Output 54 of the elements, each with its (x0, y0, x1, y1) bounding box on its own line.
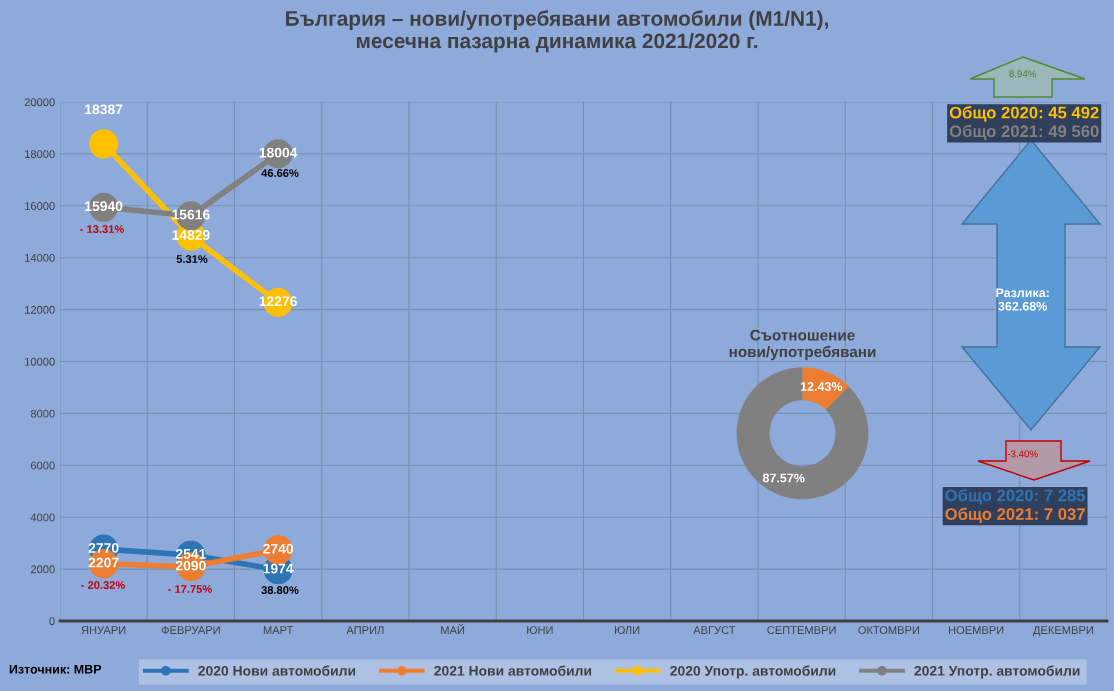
point (89, 129, 119, 159)
chart-title: Съотношение нови/употребявани (729, 329, 876, 361)
y-tick-label: 2000 (30, 565, 55, 574)
legend-label: 2020 Нови автомобили (198, 665, 356, 676)
x-tick-label: ЮНИ (527, 626, 553, 635)
annotation: 5.31% (176, 255, 208, 263)
x-tick-label: ЯНУАРИ (81, 626, 126, 635)
x-tick-label: МАРТ (263, 626, 294, 634)
annotation: Разлика: 362.68% (996, 288, 1049, 311)
data-label: 1974 (263, 563, 294, 574)
y-tick-label: 0 (49, 617, 55, 626)
donut-slice (736, 367, 869, 500)
data-label: 18387 (85, 104, 123, 115)
annotation: Общо 2021: 49 560 (949, 124, 1099, 141)
x-tick-label: ДЕКЕМВРИ (1033, 626, 1093, 637)
y-tick-label: 4000 (30, 513, 55, 522)
data-label: 2090 (175, 560, 206, 571)
annotation: - 13.31% (80, 225, 124, 233)
data-label: 18004 (259, 147, 298, 158)
data-label: 87.57% (762, 473, 805, 483)
data-label: 15940 (85, 201, 123, 212)
annotation: - 17.75% (168, 585, 212, 593)
legend-label: 2021 Употр. автомобили (914, 665, 1080, 679)
annotation: -3.40% (1007, 450, 1038, 458)
y-tick-label: 16000 (25, 202, 55, 210)
chart-title: България – нови/употребявани автомобили (M1/N1), месечна пазарна динамика 2021/2020 г. (286, 10, 828, 53)
legend-label: 2021 Нови автомобили (434, 665, 592, 676)
data-label: 12.43% (800, 382, 843, 391)
x-tick-label: СЕПТЕМВРИ (767, 626, 836, 635)
y-tick-label: 20000 (24, 98, 55, 107)
y-tick-label: 10000 (25, 357, 55, 366)
data-label: 2770 (88, 543, 119, 553)
annotation: 38.80% (261, 586, 299, 594)
y-tick-label: 18000 (25, 150, 55, 159)
x-tick-label: ЮЛИ (615, 626, 640, 635)
y-tick-label: 14000 (25, 253, 55, 262)
y-tick-label: 8000 (30, 409, 55, 418)
legend-label: 2020 Употр. автомобили (670, 665, 836, 679)
annotation: 46.66% (261, 169, 299, 177)
annotation: - 20.32% (81, 581, 125, 589)
x-tick-label: МАЙ (441, 623, 465, 634)
x-tick-label: ОКТОМВРИ (858, 626, 920, 635)
y-tick-label: 12000 (25, 305, 55, 314)
y-tick-label: 6000 (30, 461, 55, 470)
x-tick-label: АПРИЛ (346, 626, 384, 634)
annotation: Общо 2021: 7 037 (945, 507, 1085, 524)
x-tick-label: АВГУСТ (693, 626, 736, 635)
x-tick-label: НОЕМВРИ (948, 626, 1004, 635)
data-label: 2740 (263, 543, 294, 554)
annotation: Общо 2020: 7 285 (945, 488, 1086, 505)
x-tick-label: ФЕВРУАРИ (161, 626, 220, 635)
text: Източник: МВР (9, 664, 102, 674)
annotation: Общо 2020: 45 492 (949, 106, 1099, 122)
text: 8.94% (1009, 70, 1037, 78)
